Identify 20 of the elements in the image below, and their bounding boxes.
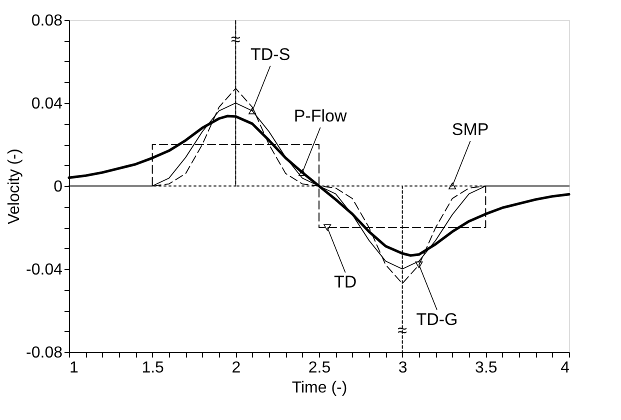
- x-axis-title: Time (-): [292, 380, 348, 396]
- annotation: P-Flow: [294, 106, 348, 126]
- x-tick-label: 3.5: [475, 360, 498, 376]
- y-tick-label: -0.04: [26, 262, 63, 278]
- x-tick-label: 3: [398, 360, 408, 376]
- y-axis-title: Velocity (-): [6, 148, 24, 224]
- annotation: TD-G: [416, 310, 458, 329]
- y-tick-label: 0.04: [31, 96, 63, 112]
- y-tick-label: -0.08: [26, 344, 63, 362]
- x-tick-label: 1: [70, 360, 78, 376]
- annotation: SMP: [452, 120, 489, 139]
- x-tick-label: 2: [232, 360, 241, 376]
- y-tick-label: 0.08: [31, 12, 63, 30]
- annotation: ≈: [398, 321, 408, 340]
- x-tick-label: 2.5: [308, 360, 331, 376]
- annotation: TD: [334, 272, 357, 292]
- y-tick-label: 0: [54, 178, 63, 196]
- x-tick-label: 1.5: [142, 360, 164, 376]
- x-tick-label: 4: [560, 360, 570, 376]
- annotation: TD-S: [250, 44, 290, 64]
